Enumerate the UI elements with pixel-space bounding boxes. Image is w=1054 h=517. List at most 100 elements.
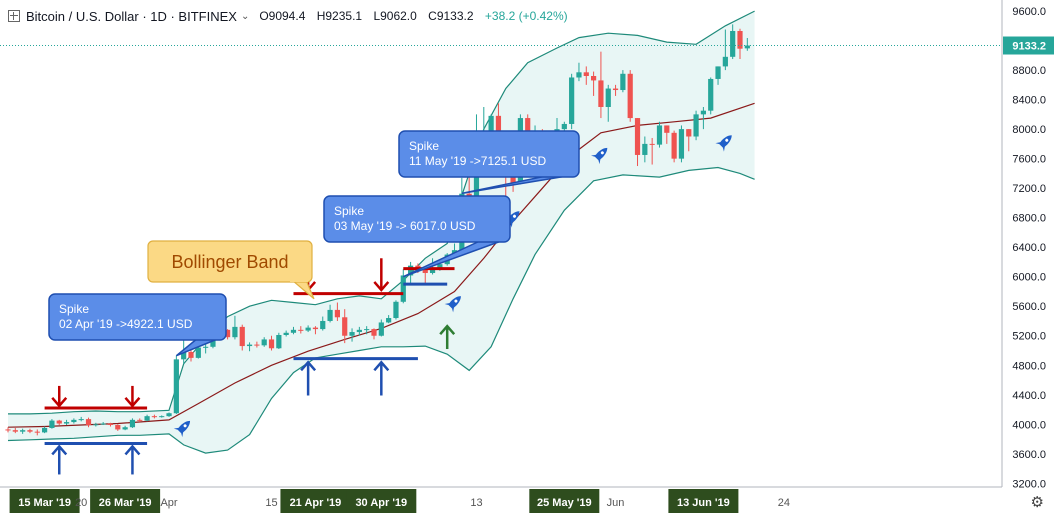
rocket-body	[448, 296, 461, 309]
gear-icon[interactable]: ⚙	[1030, 494, 1044, 511]
symbol-title[interactable]: Bitcoin / U.S. Dollar · 1D · BITFINEX	[26, 8, 237, 24]
candle-body	[12, 430, 18, 432]
candle-body	[115, 425, 121, 430]
up-arrow	[373, 360, 390, 396]
candle	[364, 326, 370, 335]
candle-body	[737, 30, 743, 49]
candle-body	[151, 416, 157, 418]
candle-body	[239, 326, 245, 347]
candle	[12, 427, 18, 434]
arrow-head	[51, 397, 68, 408]
candle-body	[254, 344, 260, 346]
candle	[620, 70, 626, 93]
candle	[656, 121, 663, 148]
arrow-head	[373, 360, 390, 372]
candle-body	[437, 264, 443, 268]
chevron-down-icon[interactable]: ⌄	[240, 10, 250, 22]
bollinger-upper-line	[8, 10, 755, 415]
callout-box	[48, 293, 227, 341]
candle	[254, 341, 260, 348]
close-value: C9133.2	[428, 9, 474, 23]
candle-body	[173, 359, 179, 414]
x-date-tag-box	[529, 489, 600, 513]
candle	[225, 329, 231, 340]
x-date-tag: 15 Mar '19	[9, 489, 80, 513]
candle-body	[356, 329, 362, 333]
y-tick-label: 8800.0	[1012, 65, 1046, 77]
candle	[173, 355, 179, 414]
ohlc-readout: O9094.4 H9235.1 L9062.0 C9133.2 +38.2 (+…	[259, 9, 567, 23]
x-tick-label: 15 Mar '19	[18, 497, 71, 509]
candle	[569, 73, 575, 130]
candle-body	[700, 110, 706, 115]
candle	[122, 425, 128, 431]
down-arrow	[51, 385, 68, 408]
arrow-head	[300, 360, 317, 372]
x-tick-label: 21 Apr '19	[290, 497, 342, 509]
candle	[195, 346, 201, 359]
x-date-tag: 26 Mar '19	[90, 489, 161, 513]
candle	[78, 416, 84, 422]
candle-body	[42, 427, 48, 433]
x-tick-label: 20	[75, 497, 87, 509]
candle	[159, 415, 165, 418]
candle	[107, 422, 114, 427]
rocket-body	[594, 147, 608, 161]
bollinger-band-fill	[8, 11, 755, 454]
candle-body	[408, 265, 414, 276]
open-value: O9094.4	[259, 9, 306, 23]
rocket-icon	[444, 296, 461, 313]
candle	[356, 326, 362, 336]
candle-body	[400, 275, 406, 302]
candle-body	[320, 320, 326, 330]
candle	[612, 84, 619, 96]
candle-body	[525, 118, 531, 133]
candle-body	[642, 143, 648, 155]
x-tick-label: Jun	[607, 497, 625, 509]
candle	[700, 106, 706, 130]
plus-icon[interactable]	[8, 10, 20, 22]
candle-body	[664, 125, 670, 133]
y-tick-label: 6400.0	[1012, 242, 1046, 254]
up-arrow	[51, 444, 68, 475]
rocket-window	[600, 151, 604, 155]
candle	[283, 330, 289, 337]
arrow-head	[124, 444, 141, 456]
x-date-tag-box	[668, 489, 739, 513]
candle	[576, 62, 582, 82]
candle-body	[122, 427, 128, 430]
candle	[320, 316, 326, 331]
candle-body	[686, 129, 692, 137]
candle-body	[261, 339, 267, 346]
candle-body	[166, 413, 172, 417]
candle	[386, 315, 392, 324]
candle-body	[378, 322, 384, 336]
candle	[334, 302, 340, 321]
candle	[744, 37, 750, 51]
candle-body	[5, 429, 11, 431]
candle-body	[495, 115, 502, 139]
candle	[49, 419, 55, 429]
callout-joint	[478, 237, 504, 241]
candle	[144, 414, 150, 422]
candle-body	[730, 30, 736, 57]
y-tick-label: 7200.0	[1012, 183, 1046, 195]
candle-body	[107, 423, 114, 426]
candle-body	[569, 77, 575, 124]
candle	[598, 51, 604, 119]
callout-box	[323, 195, 511, 243]
candle	[137, 418, 143, 423]
rocket-window	[454, 299, 458, 303]
bollinger-label: Bollinger Band	[147, 240, 315, 300]
y-tick-label: 7600.0	[1012, 154, 1046, 166]
candle-body	[371, 329, 377, 336]
arrow-head	[439, 324, 456, 335]
candle	[5, 427, 11, 433]
candle-body	[422, 269, 428, 274]
candle	[627, 70, 633, 122]
candle-body	[620, 73, 626, 91]
candle	[290, 326, 297, 335]
candle-body	[598, 80, 604, 107]
